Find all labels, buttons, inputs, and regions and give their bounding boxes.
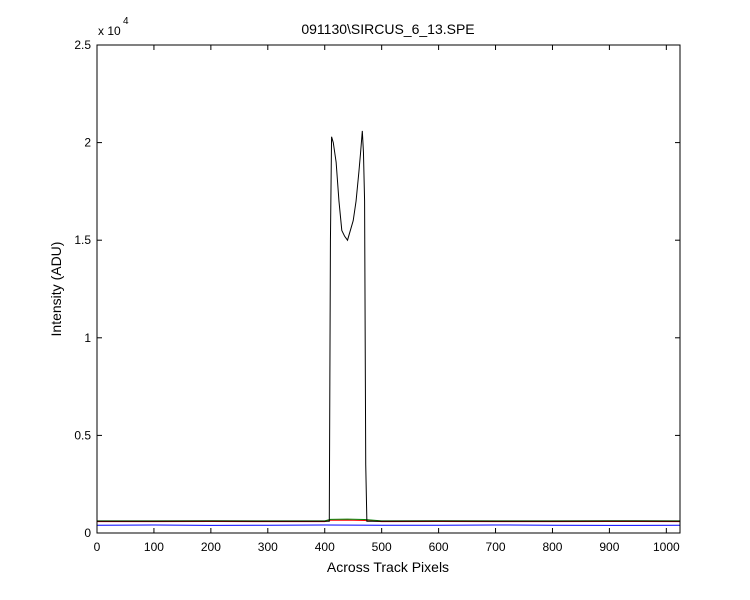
- axes-box: [96, 44, 681, 534]
- x-tick-label: 900: [599, 540, 619, 554]
- x-tick-label: 200: [201, 540, 221, 554]
- x-tick-label: 0: [94, 540, 101, 554]
- y-tick-label: 1: [84, 331, 91, 345]
- y-tick-label: 0.5: [74, 428, 91, 442]
- data-line: [97, 130, 681, 522]
- x-tick-label: 800: [542, 540, 562, 554]
- plot-area: [97, 45, 680, 533]
- x-tick-label: 100: [144, 540, 164, 554]
- x-axis-title: Across Track Pixels: [327, 559, 449, 575]
- y-tick-label: 1.5: [74, 233, 91, 247]
- x-tick-label: 300: [258, 540, 278, 554]
- x-tick-label: 1000: [653, 540, 680, 554]
- x-tick-label: 700: [486, 540, 506, 554]
- x-tick-label: 600: [429, 540, 449, 554]
- chart-title: 091130\SIRCUS_6_13.SPE: [301, 21, 474, 37]
- y-tick-label: 2.5: [74, 38, 91, 52]
- x-tick-label: 400: [315, 540, 335, 554]
- y-axis-title: Intensity (ADU): [48, 242, 64, 337]
- y-scale-exponent: 4: [123, 16, 129, 27]
- y-tick-label: 2: [84, 136, 91, 150]
- x-tick-label: 500: [372, 540, 392, 554]
- y-tick-label: 0: [84, 526, 91, 540]
- y-scale-base: x 10: [98, 24, 121, 38]
